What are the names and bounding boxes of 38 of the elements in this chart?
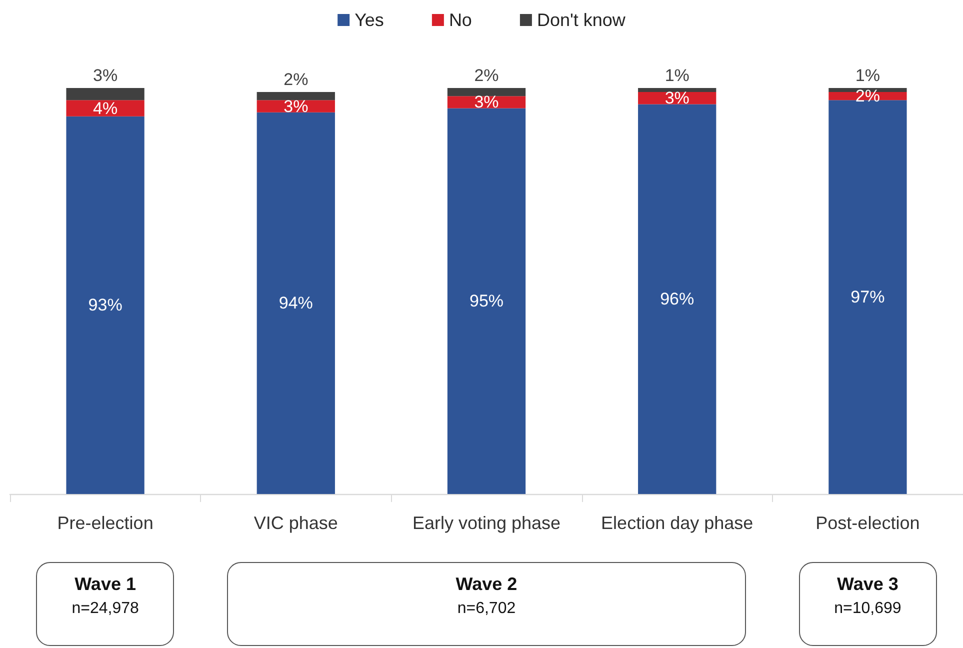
bar [638, 88, 716, 92]
data-label: 3% [93, 66, 118, 85]
data-label: 3% [474, 92, 499, 112]
legend-label: Don't know [536, 10, 626, 30]
data-label: 1% [855, 66, 880, 85]
text: Wave 2 [454, 574, 518, 595]
legend-label: Yes [354, 10, 384, 30]
bar [828, 100, 907, 494]
data-label: 4% [93, 98, 118, 118]
text: Wave 3 [836, 574, 900, 595]
data-label: 94% [278, 294, 313, 313]
text: n=24,978 [70, 600, 140, 618]
data-label: 2% [284, 70, 308, 90]
data-label: 3% [664, 88, 690, 108]
data-label: 1% [664, 66, 690, 85]
data-label: 93% [88, 296, 122, 315]
bar [256, 92, 335, 100]
data-label: 2% [474, 66, 499, 85]
x-tick-label: Early voting phase [412, 513, 561, 533]
text: n=10,699 [833, 600, 902, 618]
text: n=6,702 [456, 600, 517, 618]
bar [638, 104, 716, 494]
data-label: 97% [850, 288, 885, 307]
legend-label: No [448, 10, 472, 30]
bar [66, 100, 144, 116]
bar [66, 116, 144, 494]
data-label: 96% [660, 290, 694, 309]
bar [447, 108, 526, 494]
text: Wave 1 [74, 574, 137, 595]
bar [447, 88, 526, 96]
bar [66, 88, 144, 100]
x-tick-label: Pre-election [57, 513, 154, 533]
bar [256, 112, 335, 494]
x-tick-label: VIC phase [254, 513, 338, 533]
data-label: 3% [284, 96, 308, 116]
x-tick-label: Post-election [816, 513, 920, 533]
x-tick-label: Election day phase [601, 513, 754, 533]
data-label: 95% [469, 292, 504, 311]
